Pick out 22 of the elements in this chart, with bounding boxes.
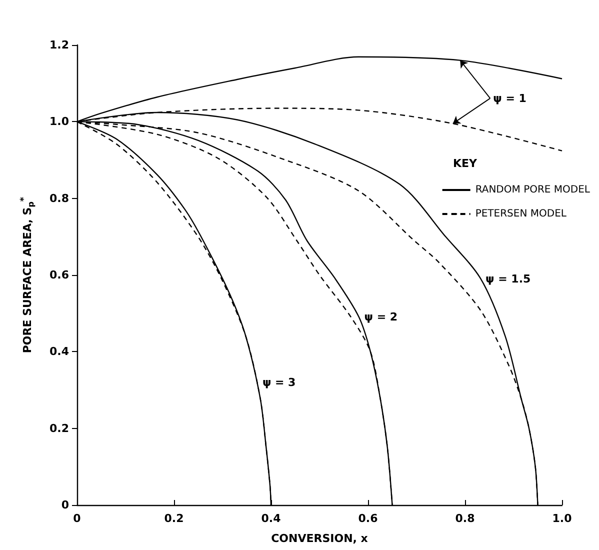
legend-label: PETERSEN MODEL bbox=[475, 208, 567, 220]
y-tick-label: 1.2 bbox=[50, 38, 69, 52]
y-tick-label: 0.2 bbox=[50, 422, 69, 435]
annotation: ψ = 3 bbox=[262, 376, 296, 389]
legend-label: RANDOM PORE MODEL bbox=[475, 184, 590, 196]
y-axis-title: PORE SURFACE AREA, Sp* bbox=[20, 196, 36, 354]
x-tick-label: 0 bbox=[73, 512, 82, 525]
annotation: ψ = 2 bbox=[364, 310, 398, 324]
annotation: ψ = 1.5 bbox=[486, 272, 531, 286]
x-tick-label: 1.0 bbox=[552, 512, 572, 525]
x-tick-label: 0.4 bbox=[261, 512, 282, 525]
y-tick-label: 0.4 bbox=[50, 345, 70, 358]
y-tick-label: 0.6 bbox=[50, 268, 70, 282]
x-axis-title: CONVERSION, x bbox=[271, 532, 368, 545]
x-tick-label: 0.2 bbox=[164, 512, 184, 525]
y-tick-label: 1.0 bbox=[50, 115, 70, 128]
x-tick-label: 0.8 bbox=[455, 512, 475, 525]
y-tick-label: 0 bbox=[61, 498, 70, 512]
y-tick-label: 0.8 bbox=[50, 192, 69, 205]
x-tick-label: 0.6 bbox=[358, 512, 378, 525]
annotation: ψ = 1 bbox=[493, 92, 526, 105]
legend-title: KEY bbox=[452, 157, 478, 170]
